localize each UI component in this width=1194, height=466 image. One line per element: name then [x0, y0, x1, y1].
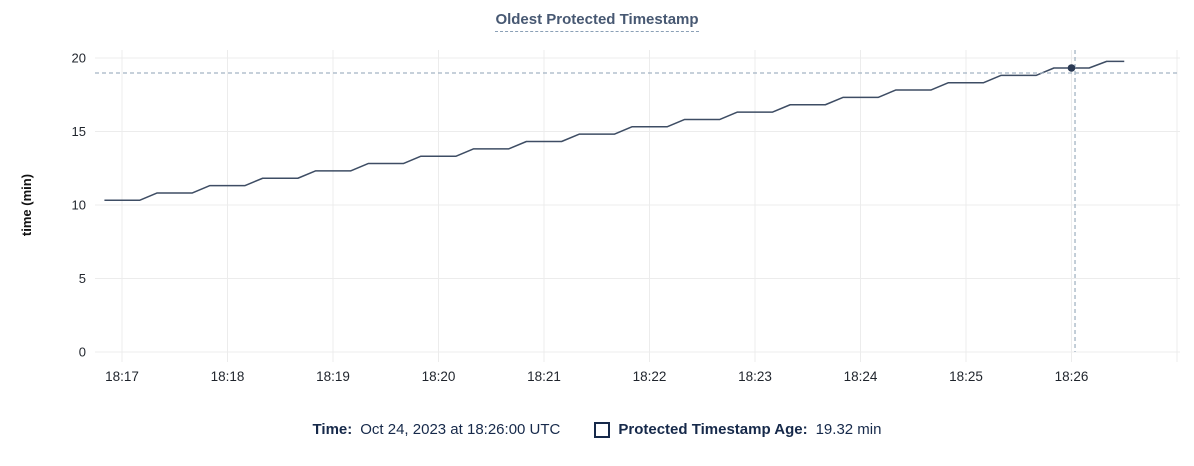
series-layer: [104, 60, 1125, 202]
legend: Time: Oct 24, 2023 at 18:26:00 UTC Prote…: [0, 419, 1194, 441]
x-tick-label: 18:20: [422, 369, 456, 384]
x-tick-label: 18:26: [1055, 369, 1089, 384]
legend-series-toggle[interactable]: Protected Timestamp Age: 19.32 min: [594, 419, 881, 441]
legend-checkbox-icon[interactable]: [594, 422, 611, 438]
hover-layer: [95, 50, 1180, 352]
x-tick-label: 18:21: [527, 369, 561, 384]
legend-time-value: Oct 24, 2023 at 18:26:00 UTC: [360, 421, 561, 438]
grid-layer: [95, 50, 1180, 362]
legend-series-label: Protected Timestamp Age:: [618, 421, 808, 438]
y-tick-label: 0: [79, 345, 86, 360]
legend-time: Time: Oct 24, 2023 at 18:26:00 UTC: [313, 419, 561, 441]
x-tick-label: 18:23: [738, 369, 772, 384]
x-tick-label: 18:22: [633, 369, 667, 384]
x-tick-label: 18:19: [316, 369, 350, 384]
line-chart-svg[interactable]: 0 5 10 15 20 18:17 18:18 18:19 18:20 18:21 18:22 18…: [0, 0, 1194, 410]
chart-header: Oldest Protected Timestamp: [0, 11, 1194, 32]
y-tick-label: 15: [72, 124, 86, 139]
series-line-protected-timestamp-age: [104, 60, 1125, 202]
x-tick-label: 18:24: [844, 369, 878, 384]
legend-series-value: 19.32 min: [815, 421, 882, 438]
y-tick-label: 5: [79, 271, 86, 286]
x-tick-label: 18:25: [949, 369, 983, 384]
y-tick-label: 20: [72, 51, 86, 66]
chart-title[interactable]: Oldest Protected Timestamp: [495, 11, 699, 32]
y-axis-title: time (min): [19, 174, 34, 236]
x-tick-label: 18:17: [105, 369, 139, 384]
legend-time-label: Time:: [312, 421, 353, 438]
y-tick-label: 10: [72, 198, 86, 213]
x-tick-label: 18:18: [211, 369, 245, 384]
axis-layer: 0 5 10 15 20 18:17 18:18 18:19 18:20 18:21 18:22 18…: [72, 51, 1089, 385]
hover-point-dot: [1067, 64, 1076, 72]
